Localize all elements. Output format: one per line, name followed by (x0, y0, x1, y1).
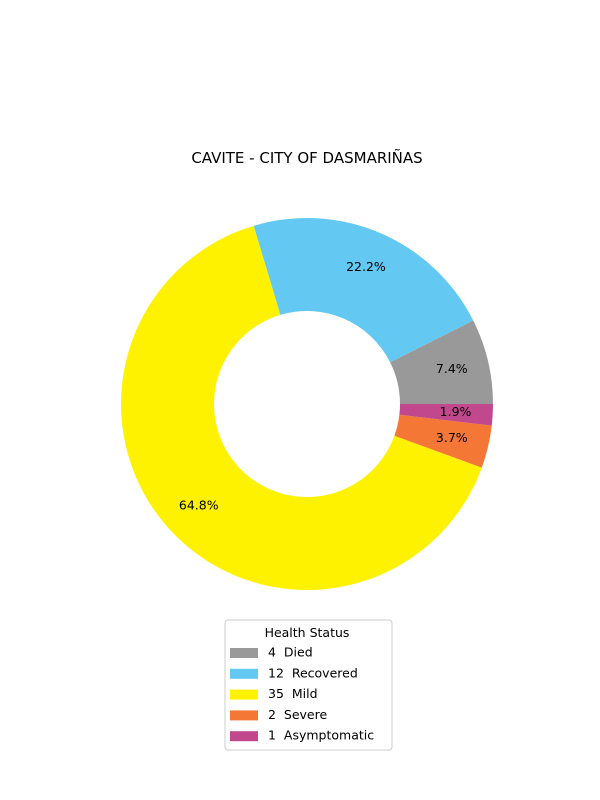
legend-frame (224, 619, 393, 751)
slice-recovered (253, 218, 474, 363)
legend-entry-asymptomatic: 1 Asymptomatic (268, 728, 374, 743)
slice-labels: 7.4% 22.2% 64.8% 3.7% 1.9% (179, 259, 472, 513)
slice-label-recovered: 22.2% (346, 259, 386, 274)
legend: Health Status 4 Died 12 Recovered 35 Mild 2… (224, 619, 393, 751)
chart-title: CAVITE - CITY OF DASMARIÑAS (191, 148, 422, 167)
legend-swatch-died (230, 648, 258, 658)
slice-label-mild: 64.8% (179, 498, 219, 513)
legend-entry-recovered: 12 Recovered (268, 665, 358, 680)
donut-slices (121, 218, 493, 590)
slice-died (390, 320, 493, 404)
slice-label-died: 7.4% (436, 361, 468, 376)
legend-swatch-asymptomatic (230, 731, 258, 742)
slice-severe (394, 414, 492, 468)
legend-swatch-severe (230, 710, 258, 721)
legend-entry-severe: 2 Severe (268, 707, 327, 722)
legend-entry-mild: 35 Mild (268, 686, 318, 701)
slice-label-asymptomatic: 1.9% (440, 404, 472, 419)
slice-asymptomatic (399, 404, 493, 426)
slice-label-severe: 3.7% (436, 430, 468, 445)
slice-mild (121, 225, 482, 590)
legend-swatch-recovered (230, 668, 258, 679)
legend-title: Health Status (265, 625, 350, 640)
legend-swatch-mild (230, 689, 258, 700)
legend-entry-died: 4 Died (268, 645, 313, 660)
